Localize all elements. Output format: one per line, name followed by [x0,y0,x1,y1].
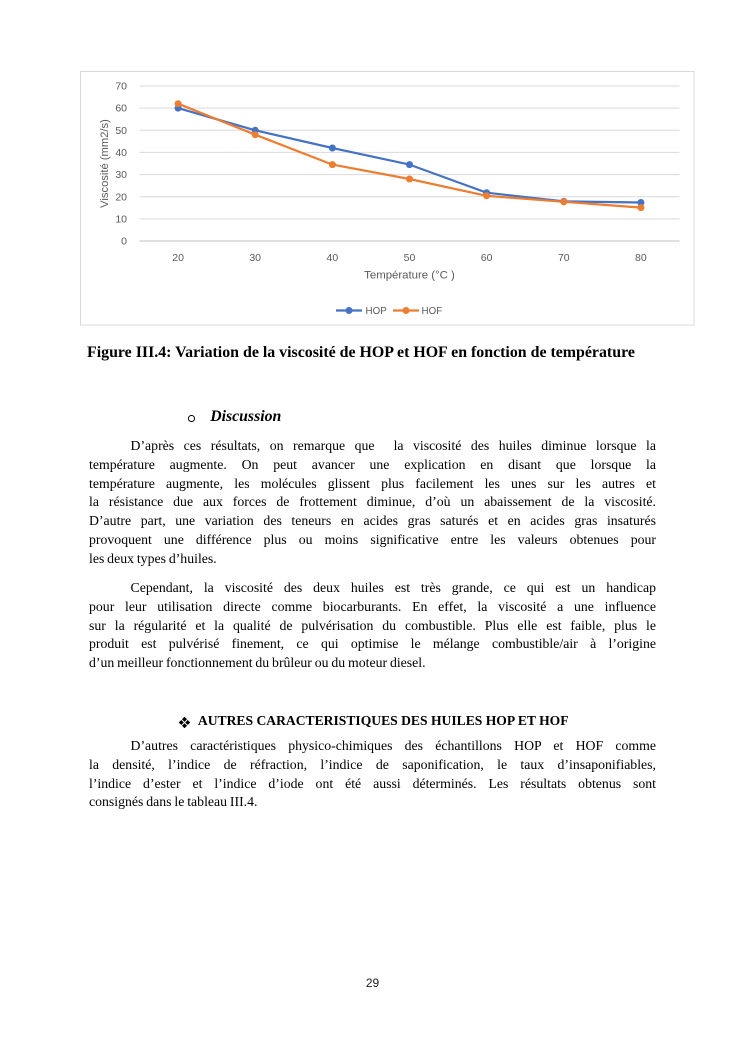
svg-text:Température (°C ): Température (°C ) [364,270,455,282]
svg-text:50: 50 [115,125,127,137]
svg-text:60: 60 [481,252,493,264]
svg-text:70: 70 [558,252,570,264]
svg-text:70: 70 [115,81,127,93]
svg-text:20: 20 [115,191,127,203]
svg-text:20: 20 [172,252,184,264]
svg-text:40: 40 [327,252,339,264]
svg-text:Viscosité (mm2/s): Viscosité (mm2/s) [99,119,111,208]
svg-text:60: 60 [115,103,127,115]
svg-text:HOP: HOP [366,306,388,317]
svg-text:0: 0 [121,236,127,248]
svg-text:HOF: HOF [422,306,443,317]
svg-text:40: 40 [115,147,127,159]
svg-text:50: 50 [404,252,416,264]
svg-text:80: 80 [635,252,647,264]
svg-text:30: 30 [115,169,127,181]
svg-text:30: 30 [249,252,261,264]
svg-text:10: 10 [115,214,127,226]
